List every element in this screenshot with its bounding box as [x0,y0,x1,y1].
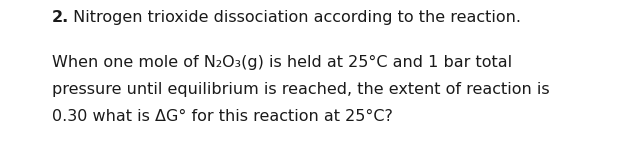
Text: 0.30 what is ΔG° for this reaction at 25°C?: 0.30 what is ΔG° for this reaction at 25… [52,109,393,124]
Text: 2.: 2. [52,10,69,25]
Text: pressure until equilibrium is reached, the extent of reaction is: pressure until equilibrium is reached, t… [52,82,550,97]
Text: When one mole of N₂O₃(g) is held at 25°C and 1 bar total: When one mole of N₂O₃(g) is held at 25°C… [52,55,512,70]
Text: Nitrogen trioxide dissociation according to the reaction.: Nitrogen trioxide dissociation according… [68,10,521,25]
